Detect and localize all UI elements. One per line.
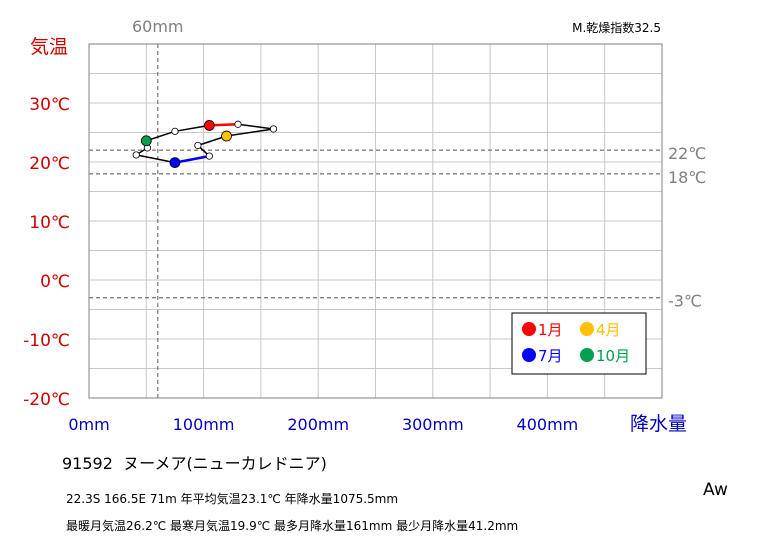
month-marker-6	[205, 152, 213, 160]
month-marker-7	[169, 157, 181, 168]
y-tick-label: -20℃	[23, 390, 70, 410]
y-axis-title: 気温	[30, 36, 68, 58]
month-marker-4	[221, 130, 232, 142]
climate-class: Aw	[703, 480, 728, 500]
reference-label-temp: -3℃	[668, 292, 702, 311]
y-tick-label: 30℃	[29, 95, 70, 115]
y-tick-label: 20℃	[29, 154, 70, 174]
month-marker-10	[140, 135, 152, 147]
month-marker-1	[203, 120, 215, 131]
legend-label: 10月	[596, 347, 630, 365]
x-tick-label: 300mm	[402, 415, 464, 434]
legend-label: 1月	[538, 321, 563, 339]
legend-box	[511, 312, 647, 375]
climate-path	[132, 120, 278, 168]
station-name: ヌーメア(ニューカレドニア)	[123, 454, 327, 473]
month-marker-2	[234, 120, 242, 128]
plot-frame	[88, 43, 663, 399]
x-tick-label: 400mm	[517, 415, 579, 434]
reference-lines: 22℃ 18℃ -3℃ 60mm	[89, 17, 706, 398]
y-tick-label: 0℃	[40, 272, 70, 292]
grid-lines	[89, 44, 662, 398]
highlight-segment	[174, 154, 210, 164]
reference-label-precip: 60mm	[132, 17, 184, 36]
x-tick-label: 200mm	[287, 415, 349, 434]
station-summary-line2: 最暖月気温26.2℃ 最寒月気温19.9℃ 最多月降水量161mm 最少月降水量…	[66, 519, 519, 533]
reference-label-temp: 18℃	[668, 168, 706, 187]
axis-labels: 30℃ 20℃ 10℃ 0℃ -10℃ -20℃ 0mm 100mm 200mm 300mm 400…	[23, 95, 578, 434]
station-id: 91592	[62, 454, 113, 473]
y-tick-label: -10℃	[23, 331, 70, 351]
legend-swatch	[580, 322, 594, 336]
x-tick-label: 100mm	[173, 415, 235, 434]
legend: 1月 4月 7月 10月	[511, 312, 647, 375]
month-marker-3	[269, 125, 278, 133]
station-summary-line1: 22.3S 166.5E 71m 年平均気温23.1℃ 年降水量1075.5mm	[66, 492, 399, 506]
month-marker-5	[194, 141, 202, 150]
legend-label: 7月	[538, 347, 563, 365]
legend-swatch	[580, 348, 594, 362]
month-marker-11	[171, 127, 179, 135]
legend-swatch	[522, 322, 536, 336]
legend-swatch	[522, 348, 536, 362]
month-marker-8	[132, 151, 140, 159]
y-tick-label: 10℃	[29, 213, 70, 233]
x-tick-label: 0mm	[68, 415, 109, 434]
reference-label-temp: 22℃	[668, 144, 706, 163]
legend-label: 4月	[596, 321, 621, 339]
x-axis-title: 降水量	[630, 413, 687, 435]
dryness-index: M.乾燥指数32.5	[572, 20, 661, 35]
station-title: 91592 ヌーメア(ニューカレドニア)	[62, 450, 327, 474]
